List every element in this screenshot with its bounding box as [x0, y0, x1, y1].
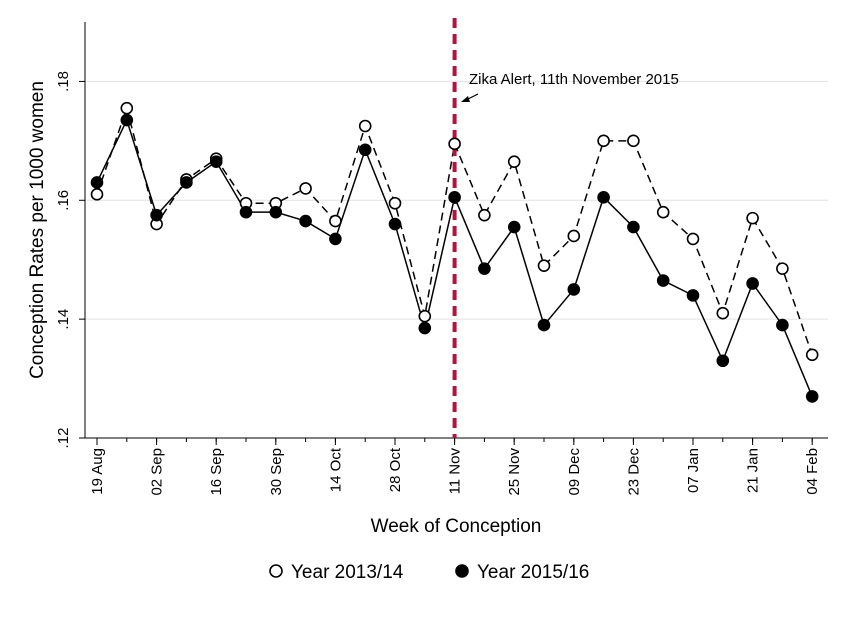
legend-label-2015-16: Year 2015/16: [477, 562, 589, 583]
series-2-point: [537, 318, 551, 332]
annotation-label: Zika Alert, 11th November 2015: [469, 71, 679, 88]
series-2-point: [686, 289, 700, 302]
series-1-point: [716, 306, 730, 320]
series-1-point: [507, 155, 521, 168]
x-tick-label: 04 Feb: [804, 448, 821, 495]
series-2-point: [746, 277, 759, 290]
x-tick-label: 02 Sep: [149, 448, 166, 496]
series-1-point: [537, 259, 551, 272]
x-tick-label: 11 Nov: [447, 448, 464, 495]
x-tick-label: 09 Dec: [566, 448, 583, 496]
series-2-point: [90, 176, 104, 189]
series-2-point: [627, 220, 640, 234]
series-2-point: [597, 191, 610, 204]
y-axis-title: Conception Rates per 1000 women: [27, 81, 48, 379]
series-2-point: [805, 390, 819, 403]
y-tick-label: .12: [55, 428, 72, 449]
x-tick-label: 28 Oct: [387, 447, 404, 492]
series-1-point: [656, 205, 670, 219]
series-2-point: [329, 232, 342, 246]
series-1-point: [329, 214, 342, 228]
series-1-point: [299, 182, 312, 195]
series-1-point: [418, 309, 432, 323]
series-2-point: [567, 283, 581, 296]
series-2-point: [507, 220, 521, 234]
y-tick-label: .18: [55, 71, 72, 92]
series-2-point: [656, 274, 670, 287]
x-tick-label: 14 Oct: [327, 447, 344, 492]
series-2-point: [358, 143, 372, 157]
x-tick-label: 16 Sep: [208, 448, 225, 496]
y-tick-label: .16: [55, 190, 72, 211]
series-1-point: [358, 119, 372, 133]
series-2-point: [209, 155, 223, 168]
series-2-point: [239, 205, 253, 219]
annotation-arrow-head: [461, 96, 470, 102]
x-tick-label: 30 Sep: [268, 448, 285, 496]
series-1-point: [388, 196, 402, 210]
series-2-point: [776, 318, 789, 332]
series-1-point: [805, 348, 819, 362]
series-1-point: [448, 137, 461, 151]
series-2-point: [478, 262, 491, 275]
series-2-point: [269, 205, 283, 219]
x-axis-title: Week of Conception: [371, 516, 542, 537]
series-1-point: [478, 208, 491, 222]
series-2-point: [180, 176, 193, 189]
x-tick-label: 23 Dec: [625, 448, 642, 496]
series-2-point: [418, 321, 432, 335]
legend-marker-2013-14: [269, 564, 283, 578]
x-tick-label: 07 Jan: [685, 448, 702, 493]
series-1-point: [597, 134, 610, 148]
series-1-point: [746, 211, 759, 225]
series-1-point: [627, 134, 640, 148]
x-tick-label: 21 Jan: [745, 448, 762, 493]
series-2-point: [150, 208, 163, 222]
series-1-point: [686, 232, 700, 246]
series-1-point: [120, 101, 134, 115]
x-tick-label: 19 Aug: [89, 448, 106, 495]
series-2-point: [388, 217, 402, 231]
series-2-point: [448, 191, 461, 204]
legend-label-2013-14: Year 2013/14: [291, 562, 404, 583]
series-2-point: [299, 214, 312, 228]
series-2-point: [716, 354, 730, 368]
x-tick-label: 25 Nov: [506, 448, 523, 496]
legend-marker-2015-16: [455, 564, 469, 578]
series-1-point: [776, 262, 789, 275]
y-tick-label: .14: [55, 309, 72, 330]
series-2-point: [120, 113, 134, 127]
series-1-point: [567, 229, 581, 243]
series-1-point: [90, 188, 104, 201]
